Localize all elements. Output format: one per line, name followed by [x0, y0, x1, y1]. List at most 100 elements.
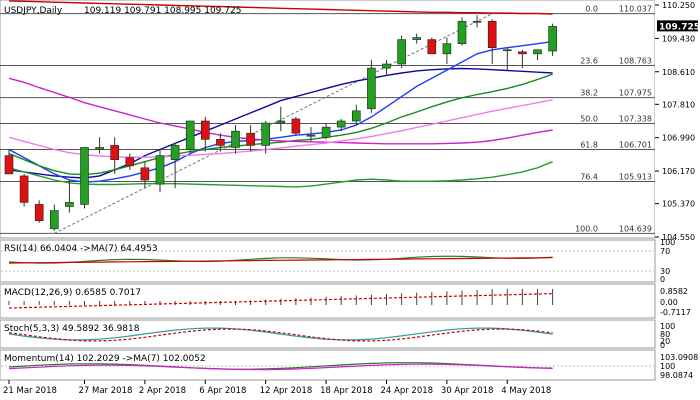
rsi-line [8, 255, 553, 264]
price-tick-label: 104.550 [662, 233, 695, 242]
fib-level-percent: 76.4 [580, 173, 598, 182]
macd-frame [0, 283, 656, 319]
fibonacci-layer: 0.0 110.037 23.6 108.763 38.2 107.975 50.0 107.… [0, 5, 655, 234]
stoch-lines [8, 327, 553, 342]
price-tick-label: 106.990 [662, 134, 695, 143]
candle-body [457, 20, 467, 44]
price-axis-area [655, 0, 700, 238]
fib-trend-line [54, 13, 493, 234]
price-panel-frame [0, 0, 656, 239]
current-price-tag: 109.725 [657, 20, 700, 32]
moving-average-line [8, 67, 553, 179]
candle-body [548, 26, 557, 52]
moving-average-line [8, 77, 553, 145]
rsi-panel: RSI(14) 66.0404 ->MA(7) 64.4953 100 70 3… [0, 238, 675, 284]
price-panel: 0.0 110.037 23.6 108.763 38.2 107.975 50.0 107.… [0, 0, 700, 242]
candle-body [110, 145, 119, 160]
candle-body [201, 120, 210, 140]
fib-level-percent: 23.6 [580, 57, 598, 66]
candle-body [472, 20, 482, 23]
candle-body [487, 20, 497, 49]
fib-level-price: 104.639 [619, 224, 652, 233]
time-tick-label: 27 Mar 2018 [79, 386, 133, 396]
time-tick-label: 6 Apr 2018 [199, 386, 246, 396]
macd-signal-polyline [8, 293, 553, 309]
price-tick-label: 107.810 [662, 100, 695, 109]
candle-body [246, 132, 255, 146]
candle-body [65, 202, 74, 207]
price-tick-label: 105.370 [662, 200, 695, 209]
fib-level-price: 105.913 [619, 173, 652, 182]
fib-level-percent: 0.0 [585, 5, 598, 14]
moving-average-line [8, 73, 553, 176]
candles-layer [4, 15, 557, 231]
candle-body [125, 157, 135, 167]
candle-body [533, 49, 542, 55]
fib-level-price: 107.338 [619, 115, 652, 124]
ohlc-label: 109.119 109.791 108.995 109.725 [84, 6, 241, 16]
price-tick-label: 108.610 [662, 68, 695, 77]
rsi-tick-0: 0 [660, 275, 665, 284]
candle-body [367, 67, 376, 110]
candle-body [80, 147, 89, 205]
moving-average-line [8, 99, 553, 158]
time-tick-label: 12 Apr 2018 [260, 386, 313, 396]
stoch-tick-80: 80 [660, 330, 670, 339]
stoch-header: Stoch(5,3,3) 49.5892 36.9818 [4, 324, 140, 334]
candle-body [276, 120, 286, 124]
candle-body [502, 49, 512, 52]
current-price-label: 109.725 [659, 22, 700, 32]
symbol-label: USDJPY,Daily [4, 6, 63, 16]
price-axis-ticks: 110.250 109.430 108.610 107.810 106.990 106.1… [655, 1, 695, 242]
candle-body [306, 134, 316, 137]
macd-panel: MACD(12,26,9) 0.6585 0.7017 0.8582 0.00 … [0, 283, 691, 319]
moving-average-line [8, 0, 553, 15]
momentum-tick-mid: 100 [660, 362, 675, 371]
time-tick-label: 30 Apr 2018 [441, 386, 494, 396]
rsi-header: RSI(14) 66.0404 ->MA(7) 64.4953 [4, 244, 158, 254]
moving-average-line [8, 161, 553, 188]
momentum-ma-line [8, 363, 553, 371]
fib-level-percent: 38.2 [580, 89, 598, 98]
momentum-header: Momentum(14) 102.2029 ->MA(7) 102.0052 [4, 354, 206, 364]
current-price-box [657, 20, 698, 32]
fib-level-price: 108.763 [619, 57, 652, 66]
stoch-d-line [8, 328, 553, 342]
candle-body [140, 167, 150, 181]
candle-body [382, 63, 391, 69]
macd-tick-zero: 0.00 [660, 298, 678, 307]
time-tick-label: 4 May 2018 [501, 386, 551, 396]
rsi-tick-30: 30 [660, 267, 670, 276]
rsi-tick-100: 100 [660, 238, 675, 247]
candle-body [185, 120, 195, 150]
candle-body [34, 204, 44, 222]
rsi-frame [0, 239, 656, 283]
rsi-ma-line [8, 257, 553, 264]
time-tick-label: 21 Mar 2018 [3, 386, 57, 396]
candle-body [231, 130, 240, 148]
candle-body [427, 39, 437, 55]
time-tick-label: 24 Apr 2018 [381, 386, 434, 396]
candle-body [261, 122, 271, 146]
time-tick-label: 2 Apr 2018 [139, 386, 186, 396]
price-tick-label: 110.250 [662, 1, 695, 10]
macd-tick-low: -0.7117 [660, 308, 691, 317]
candle-body [336, 120, 346, 128]
price-tick-label: 109.430 [662, 34, 695, 43]
macd-tick-high: 0.8582 [660, 287, 688, 296]
macd-signal-line [8, 293, 553, 309]
rsi-tick-70: 70 [660, 247, 670, 256]
fib-level-percent: 61.8 [580, 140, 598, 149]
moving-average-line [8, 40, 553, 183]
stoch-panel: Stoch(5,3,3) 49.5892 36.9818 100 80 20 0 [0, 319, 675, 350]
candle-body [170, 145, 180, 160]
candle-body [95, 147, 104, 150]
candle-body [442, 43, 452, 55]
candle-body [291, 118, 301, 134]
moving-averages-layer [8, 0, 553, 188]
momentum-tick-low: 98.0874 [660, 371, 693, 380]
momentum-lines [8, 362, 553, 371]
stoch-tick-100: 100 [660, 322, 675, 331]
macd-header: MACD(12,26,9) 0.6585 0.7017 [4, 288, 141, 298]
